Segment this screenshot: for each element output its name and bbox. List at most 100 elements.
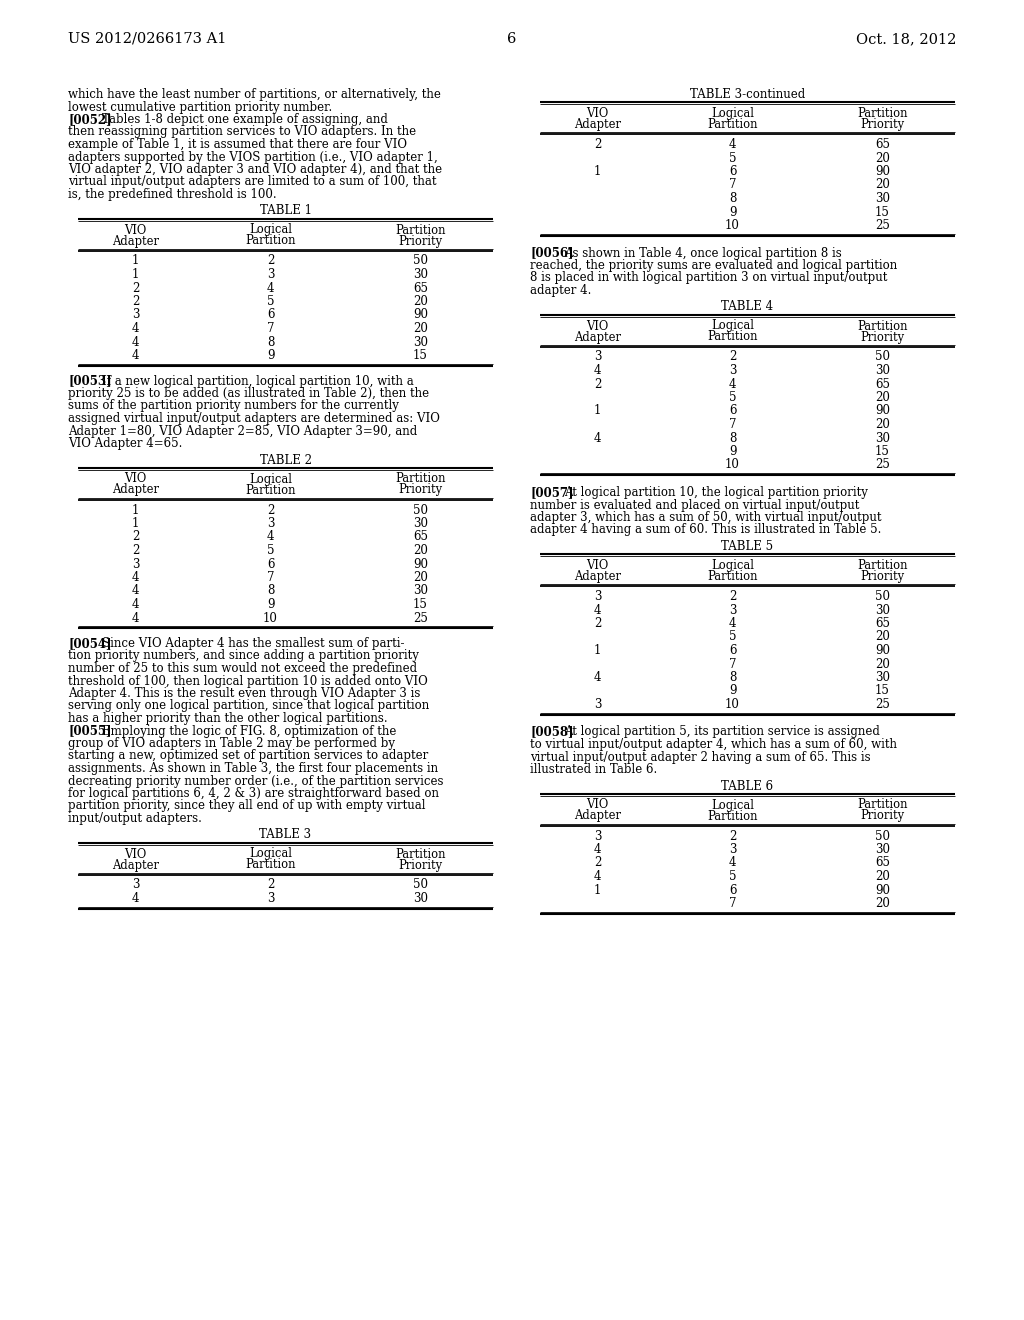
Text: 4: 4 xyxy=(729,616,736,630)
Text: 50: 50 xyxy=(874,351,890,363)
Text: VIO: VIO xyxy=(587,799,608,812)
Text: 3: 3 xyxy=(594,698,601,711)
Text: [0056]: [0056] xyxy=(530,247,573,260)
Text: Priority: Priority xyxy=(860,809,904,822)
Text: 15: 15 xyxy=(876,685,890,697)
Text: serving only one logical partition, since that logical partition: serving only one logical partition, sinc… xyxy=(68,700,429,713)
Text: [0057]: [0057] xyxy=(530,486,573,499)
Text: 3: 3 xyxy=(132,557,139,570)
Text: 6: 6 xyxy=(507,32,517,46)
Text: US 2012/0266173 A1: US 2012/0266173 A1 xyxy=(68,32,226,46)
Text: Adapter: Adapter xyxy=(112,235,159,248)
Text: Logical: Logical xyxy=(249,847,292,861)
Text: 4: 4 xyxy=(266,531,274,544)
Text: 20: 20 xyxy=(413,544,428,557)
Text: priority 25 is to be added (as illustrated in Table 2), then the: priority 25 is to be added (as illustrat… xyxy=(68,387,429,400)
Text: 4: 4 xyxy=(266,281,274,294)
Text: 2: 2 xyxy=(132,531,139,544)
Text: Partition: Partition xyxy=(857,558,907,572)
Text: 7: 7 xyxy=(266,322,274,335)
Text: Partition: Partition xyxy=(857,799,907,812)
Text: 20: 20 xyxy=(876,870,890,883)
Text: 6: 6 xyxy=(729,883,736,896)
Text: 2: 2 xyxy=(132,294,139,308)
Text: 65: 65 xyxy=(413,531,428,544)
Text: 4: 4 xyxy=(729,139,736,150)
Text: 30: 30 xyxy=(874,671,890,684)
Text: 8: 8 xyxy=(267,585,274,598)
Text: 20: 20 xyxy=(413,322,428,335)
Text: Logical: Logical xyxy=(711,319,754,333)
Text: 1: 1 xyxy=(132,503,139,516)
Text: 4: 4 xyxy=(132,585,139,598)
Text: 20: 20 xyxy=(876,178,890,191)
Text: 20: 20 xyxy=(876,898,890,909)
Text: to virtual input/output adapter 4, which has a sum of 60, with: to virtual input/output adapter 4, which… xyxy=(530,738,897,751)
Text: 15: 15 xyxy=(413,348,428,362)
Text: 30: 30 xyxy=(874,364,890,378)
Text: 4: 4 xyxy=(594,432,601,445)
Text: 3: 3 xyxy=(266,892,274,906)
Text: 2: 2 xyxy=(594,616,601,630)
Text: 9: 9 xyxy=(266,598,274,611)
Text: 2: 2 xyxy=(729,829,736,842)
Text: 2: 2 xyxy=(132,281,139,294)
Text: Partition: Partition xyxy=(246,483,296,496)
Text: input/output adapters.: input/output adapters. xyxy=(68,812,202,825)
Text: 30: 30 xyxy=(874,603,890,616)
Text: [0058]: [0058] xyxy=(530,726,573,738)
Text: TABLE 6: TABLE 6 xyxy=(722,780,773,792)
Text: 3: 3 xyxy=(729,364,736,378)
Text: Priority: Priority xyxy=(860,117,904,131)
Text: number of 25 to this sum would not exceed the predefined: number of 25 to this sum would not excee… xyxy=(68,663,417,675)
Text: [0052]: [0052] xyxy=(68,114,112,125)
Text: TABLE 3-continued: TABLE 3-continued xyxy=(690,88,805,102)
Text: Priority: Priority xyxy=(398,858,442,871)
Text: 5: 5 xyxy=(266,544,274,557)
Text: 30: 30 xyxy=(413,335,428,348)
Text: 4: 4 xyxy=(594,603,601,616)
Text: example of Table 1, it is assumed that there are four VIO: example of Table 1, it is assumed that t… xyxy=(68,139,407,150)
Text: 2: 2 xyxy=(267,879,274,891)
Text: 65: 65 xyxy=(874,616,890,630)
Text: Priority: Priority xyxy=(398,235,442,248)
Text: 3: 3 xyxy=(132,309,139,322)
Text: Adapter: Adapter xyxy=(574,570,621,583)
Text: number is evaluated and placed on virtual input/output: number is evaluated and placed on virtua… xyxy=(530,499,859,511)
Text: 7: 7 xyxy=(729,898,736,909)
Text: Partition: Partition xyxy=(395,473,445,486)
Text: 65: 65 xyxy=(874,857,890,870)
Text: assigned virtual input/output adapters are determined as: VIO: assigned virtual input/output adapters a… xyxy=(68,412,440,425)
Text: 5: 5 xyxy=(266,294,274,308)
Text: 1: 1 xyxy=(594,644,601,657)
Text: Priority: Priority xyxy=(860,330,904,343)
Text: 5: 5 xyxy=(729,631,736,644)
Text: Partition: Partition xyxy=(395,223,445,236)
Text: group of VIO adapters in Table 2 may be performed by: group of VIO adapters in Table 2 may be … xyxy=(68,737,395,750)
Text: 8: 8 xyxy=(729,671,736,684)
Text: 10: 10 xyxy=(725,698,740,711)
Text: Oct. 18, 2012: Oct. 18, 2012 xyxy=(856,32,956,46)
Text: 90: 90 xyxy=(413,557,428,570)
Text: 3: 3 xyxy=(132,879,139,891)
Text: 90: 90 xyxy=(874,883,890,896)
Text: partition priority, since they all end of up with empty virtual: partition priority, since they all end o… xyxy=(68,800,426,813)
Text: TABLE 2: TABLE 2 xyxy=(259,454,311,466)
Text: 1: 1 xyxy=(594,165,601,178)
Text: 2: 2 xyxy=(594,857,601,870)
Text: 6: 6 xyxy=(729,644,736,657)
Text: 3: 3 xyxy=(266,268,274,281)
Text: 4: 4 xyxy=(132,611,139,624)
Text: 7: 7 xyxy=(729,657,736,671)
Text: As shown in Table 4, once logical partition 8 is: As shown in Table 4, once logical partit… xyxy=(564,247,842,260)
Text: 30: 30 xyxy=(413,517,428,531)
Text: VIO Adapter 4=65.: VIO Adapter 4=65. xyxy=(68,437,182,450)
Text: 6: 6 xyxy=(266,557,274,570)
Text: 2: 2 xyxy=(132,544,139,557)
Text: 4: 4 xyxy=(594,364,601,378)
Text: 3: 3 xyxy=(594,829,601,842)
Text: Partition: Partition xyxy=(246,235,296,248)
Text: Priority: Priority xyxy=(398,483,442,496)
Text: 1: 1 xyxy=(132,268,139,281)
Text: 15: 15 xyxy=(413,598,428,611)
